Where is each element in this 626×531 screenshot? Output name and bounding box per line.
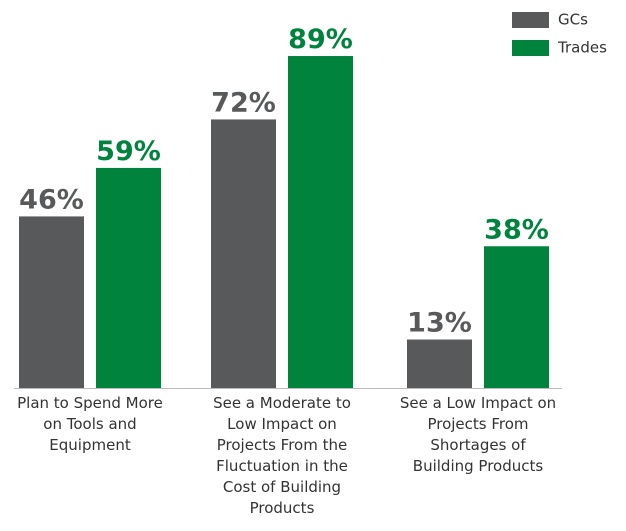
bar	[407, 339, 472, 388]
data-label: 89%	[288, 24, 353, 55]
category-label: See a Low Impact on Projects From Shorta…	[399, 394, 557, 475]
bar	[484, 246, 549, 388]
data-label: 72%	[211, 87, 276, 118]
legend-label: GCs	[558, 11, 588, 29]
data-label: 38%	[484, 214, 549, 245]
category-label: See a Moderate to Low Impact on Projects…	[213, 394, 351, 517]
legend-swatch	[512, 40, 549, 56]
data-label: 46%	[19, 184, 84, 215]
bar	[96, 167, 161, 388]
legend-swatch	[512, 12, 549, 28]
bar	[211, 119, 276, 388]
data-label: 59%	[96, 136, 161, 167]
data-label: 13%	[407, 308, 472, 339]
legend-label: Trades	[557, 39, 607, 57]
bar	[288, 56, 353, 388]
category-label: Plan to Spend More on Tools and Equipmen…	[17, 394, 163, 454]
bar	[19, 216, 84, 388]
